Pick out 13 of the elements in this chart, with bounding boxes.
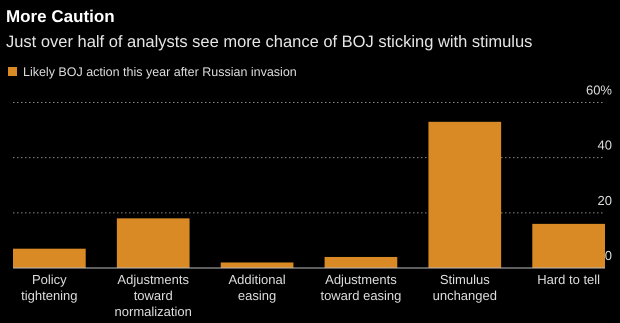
x-tick-label: Hard to tell [537,272,600,287]
x-tick-label: Stimulus unchanged [432,272,497,303]
chart-title: More Caution [6,7,115,26]
x-tick-label: Policy tightening [21,272,78,303]
x-tick-label: Adjustments toward normalization [114,272,192,319]
y-tick-label: 40 [598,138,612,153]
legend-label: Likely BOJ action this year after Russian invasion [23,65,297,79]
y-tick-label: 60% [586,82,612,98]
y-tick-label: 20 [598,192,612,208]
y-tick-label: 0 [604,248,612,263]
x-tick-label: Additional easing [228,272,286,303]
chart-subtitle: Just over half of analysts see more chance of BOJ sticking with stimulus [6,33,532,51]
x-tick-label: Adjustments toward easing [320,272,402,303]
